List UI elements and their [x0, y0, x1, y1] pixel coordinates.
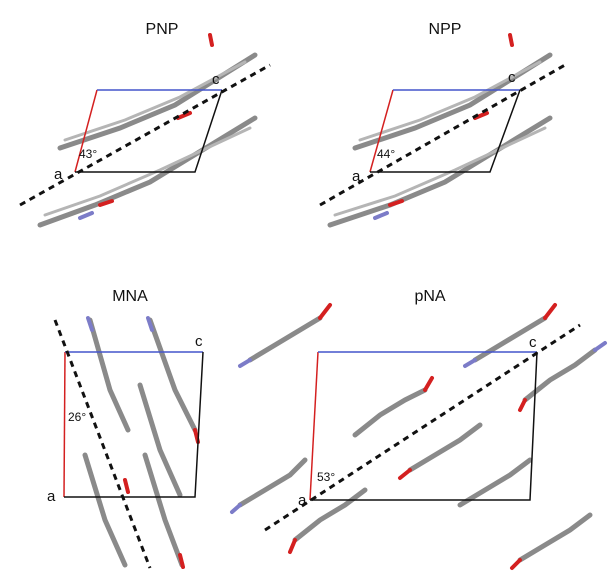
cell-edge	[64, 352, 203, 497]
nitrogen	[232, 505, 240, 512]
axis-label: a	[47, 488, 56, 505]
oxygen	[520, 400, 525, 410]
panel-title: MNA	[112, 288, 148, 305]
nitrogen	[595, 343, 605, 350]
panel-npp: NPP c a 44°	[320, 21, 565, 225]
angle-label: 53°	[317, 470, 335, 484]
axis-label: c	[529, 334, 537, 351]
axis-label: c	[212, 71, 220, 88]
panel-title: PNP	[146, 21, 179, 38]
oxygen	[320, 305, 330, 318]
axis-label: a	[54, 166, 63, 183]
angle-label: 44°	[377, 147, 395, 161]
molecule	[85, 455, 125, 565]
molecule	[150, 320, 195, 430]
molecule	[240, 460, 305, 505]
oxygen	[510, 35, 512, 45]
molecule	[250, 318, 320, 360]
axis-label: a	[298, 492, 307, 509]
oxygen	[545, 305, 555, 318]
oxygen	[125, 480, 128, 492]
cell-a	[64, 352, 65, 497]
molecule	[90, 320, 128, 430]
molecule	[410, 425, 480, 470]
figure: PNP c a 43° NPP c a 44°	[0, 0, 614, 573]
axis-label: a	[352, 168, 361, 185]
panel-mna: MNA c a 26°	[47, 288, 203, 568]
angle-label: 43°	[79, 147, 97, 161]
axis-label: c	[508, 69, 516, 86]
molecule	[460, 460, 530, 505]
oxygen	[400, 470, 410, 478]
molecule	[145, 455, 182, 565]
molecule	[140, 385, 180, 495]
axis-label: c	[195, 333, 203, 350]
oxygen	[290, 540, 295, 552]
oxygen	[425, 378, 432, 390]
nitrogen	[80, 213, 92, 218]
molecule	[355, 390, 425, 435]
nitrogen	[240, 360, 250, 366]
panel-title: pNA	[414, 288, 445, 305]
nitrogen	[465, 360, 475, 366]
angle-label: 26°	[68, 410, 86, 424]
panel-title: NPP	[429, 21, 462, 38]
oxygen	[210, 35, 212, 45]
oxygen	[512, 560, 520, 568]
nitrogen	[375, 213, 387, 218]
panel-pna: pNA c a 53°	[232, 288, 605, 568]
panel-pnp: PNP c a 43°	[20, 21, 270, 225]
molecule	[520, 515, 590, 560]
